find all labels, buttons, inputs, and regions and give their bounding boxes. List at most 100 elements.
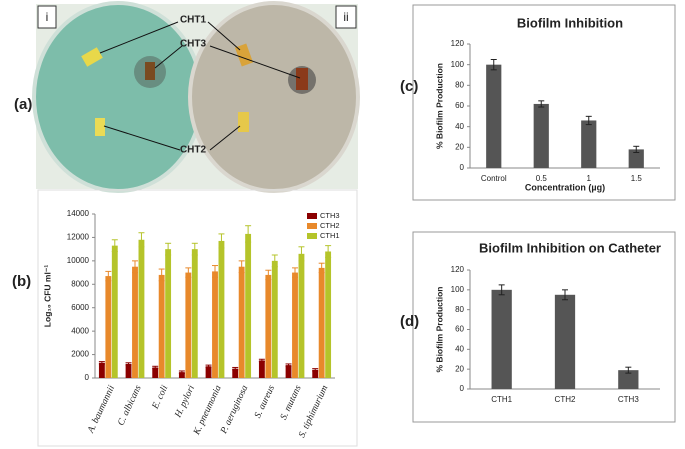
error-bar [271, 254, 278, 268]
plate-tag [335, 5, 357, 29]
y-tick-label: 10000 [67, 256, 90, 265]
x-tick-label: A. baumannii [86, 384, 117, 436]
bar [298, 253, 305, 378]
x-tick-label: C. albicans [116, 384, 143, 428]
error-bar [185, 267, 192, 278]
y-tick-label: 40 [455, 344, 464, 353]
x-tick-label: P. aeruginosa [219, 384, 251, 437]
y-tick-label: 0 [460, 163, 465, 172]
arrows [99, 21, 301, 151]
catheter [145, 62, 155, 80]
legend-swatch [307, 223, 317, 229]
bar [491, 289, 512, 389]
bar [178, 372, 185, 378]
bar [312, 369, 319, 378]
bar [132, 266, 138, 378]
y-tick-label: 14000 [67, 209, 90, 218]
error-bar [132, 260, 138, 274]
bar [271, 260, 278, 378]
y-tick-label: 100 [451, 285, 465, 294]
bar [628, 149, 644, 168]
error-bar [538, 100, 545, 108]
chart-title: Biofilm Inhibition on Catheter [479, 240, 661, 255]
error-bar [245, 225, 252, 243]
x-tick-label: CTH2 [555, 395, 576, 404]
y-tick-label: 120 [451, 265, 465, 274]
y-tick-label: 60 [455, 101, 464, 110]
error-bar [158, 268, 165, 282]
bar [486, 64, 502, 168]
bar [245, 233, 252, 378]
error-bar [498, 284, 505, 296]
bar [265, 274, 272, 378]
y-tick-label: 4000 [71, 326, 89, 335]
error-bar [238, 260, 245, 274]
panel-label: (b) [12, 273, 31, 290]
legend-swatch [307, 213, 317, 219]
y-tick-label: 120 [451, 39, 465, 48]
x-tick-label: 1 [587, 174, 592, 183]
plate-label: i [46, 10, 49, 24]
panel-label: (c) [400, 78, 418, 95]
plate [188, 1, 360, 193]
y-axis-label: % Biofilm Production [434, 63, 444, 149]
catheter [296, 68, 308, 90]
callout: CHT3 [180, 39, 207, 50]
bar [238, 266, 245, 378]
error-bar [292, 267, 298, 278]
error-bar [138, 232, 145, 248]
catheter [238, 112, 249, 132]
bar [554, 294, 576, 389]
bar [218, 240, 225, 378]
bar [185, 272, 192, 378]
error-bar [585, 115, 592, 126]
error-bar [205, 364, 212, 368]
x-tick-label: E. coli [150, 384, 170, 412]
x-tick-label: H. pylori [173, 384, 197, 421]
x-tick-label: Control [481, 174, 507, 183]
y-tick-label: 0 [460, 384, 465, 393]
error-bar [318, 262, 325, 274]
error-bar [191, 242, 198, 256]
bar [138, 239, 145, 378]
bar [98, 362, 105, 378]
legend-label: CTH2 [320, 221, 340, 230]
legend-label: CTH1 [320, 231, 340, 240]
error-bar [218, 233, 225, 249]
legend-label: CTH3 [320, 211, 340, 220]
error-bar [298, 246, 305, 262]
error-bar [633, 145, 640, 153]
plate-label: ii [343, 10, 348, 24]
error-bar [265, 269, 272, 281]
chart-title: Biofilm Inhibition [517, 15, 623, 30]
y-axis-label: % Biofilm Production [434, 287, 444, 373]
bar [232, 368, 239, 378]
y-tick-label: 12000 [67, 233, 90, 242]
error-bar [232, 366, 239, 371]
callout: CHT2 [180, 145, 207, 156]
bar [258, 360, 265, 378]
error-bar [152, 365, 159, 370]
plate-tag [37, 5, 57, 29]
panel-label: (d) [400, 313, 419, 330]
x-tick-label: 0.5 [536, 174, 548, 183]
y-tick-label: 20 [455, 142, 464, 151]
y-tick-label: 0 [85, 373, 90, 382]
error-bar [325, 245, 332, 258]
y-tick-label: 100 [451, 60, 465, 69]
panel-frame [37, 189, 358, 447]
error-bar [98, 361, 105, 365]
error-bar [178, 370, 185, 374]
bar [618, 370, 639, 389]
plate [32, 1, 204, 193]
error-bar [111, 239, 118, 252]
bar [292, 272, 298, 378]
catheter [95, 118, 105, 136]
y-tick-label: 80 [455, 80, 464, 89]
error-bar [105, 270, 112, 282]
bar [105, 276, 112, 378]
x-tick-label: S. mutans [279, 384, 304, 422]
catheter [81, 47, 103, 67]
y-tick-label: 8000 [71, 279, 89, 288]
